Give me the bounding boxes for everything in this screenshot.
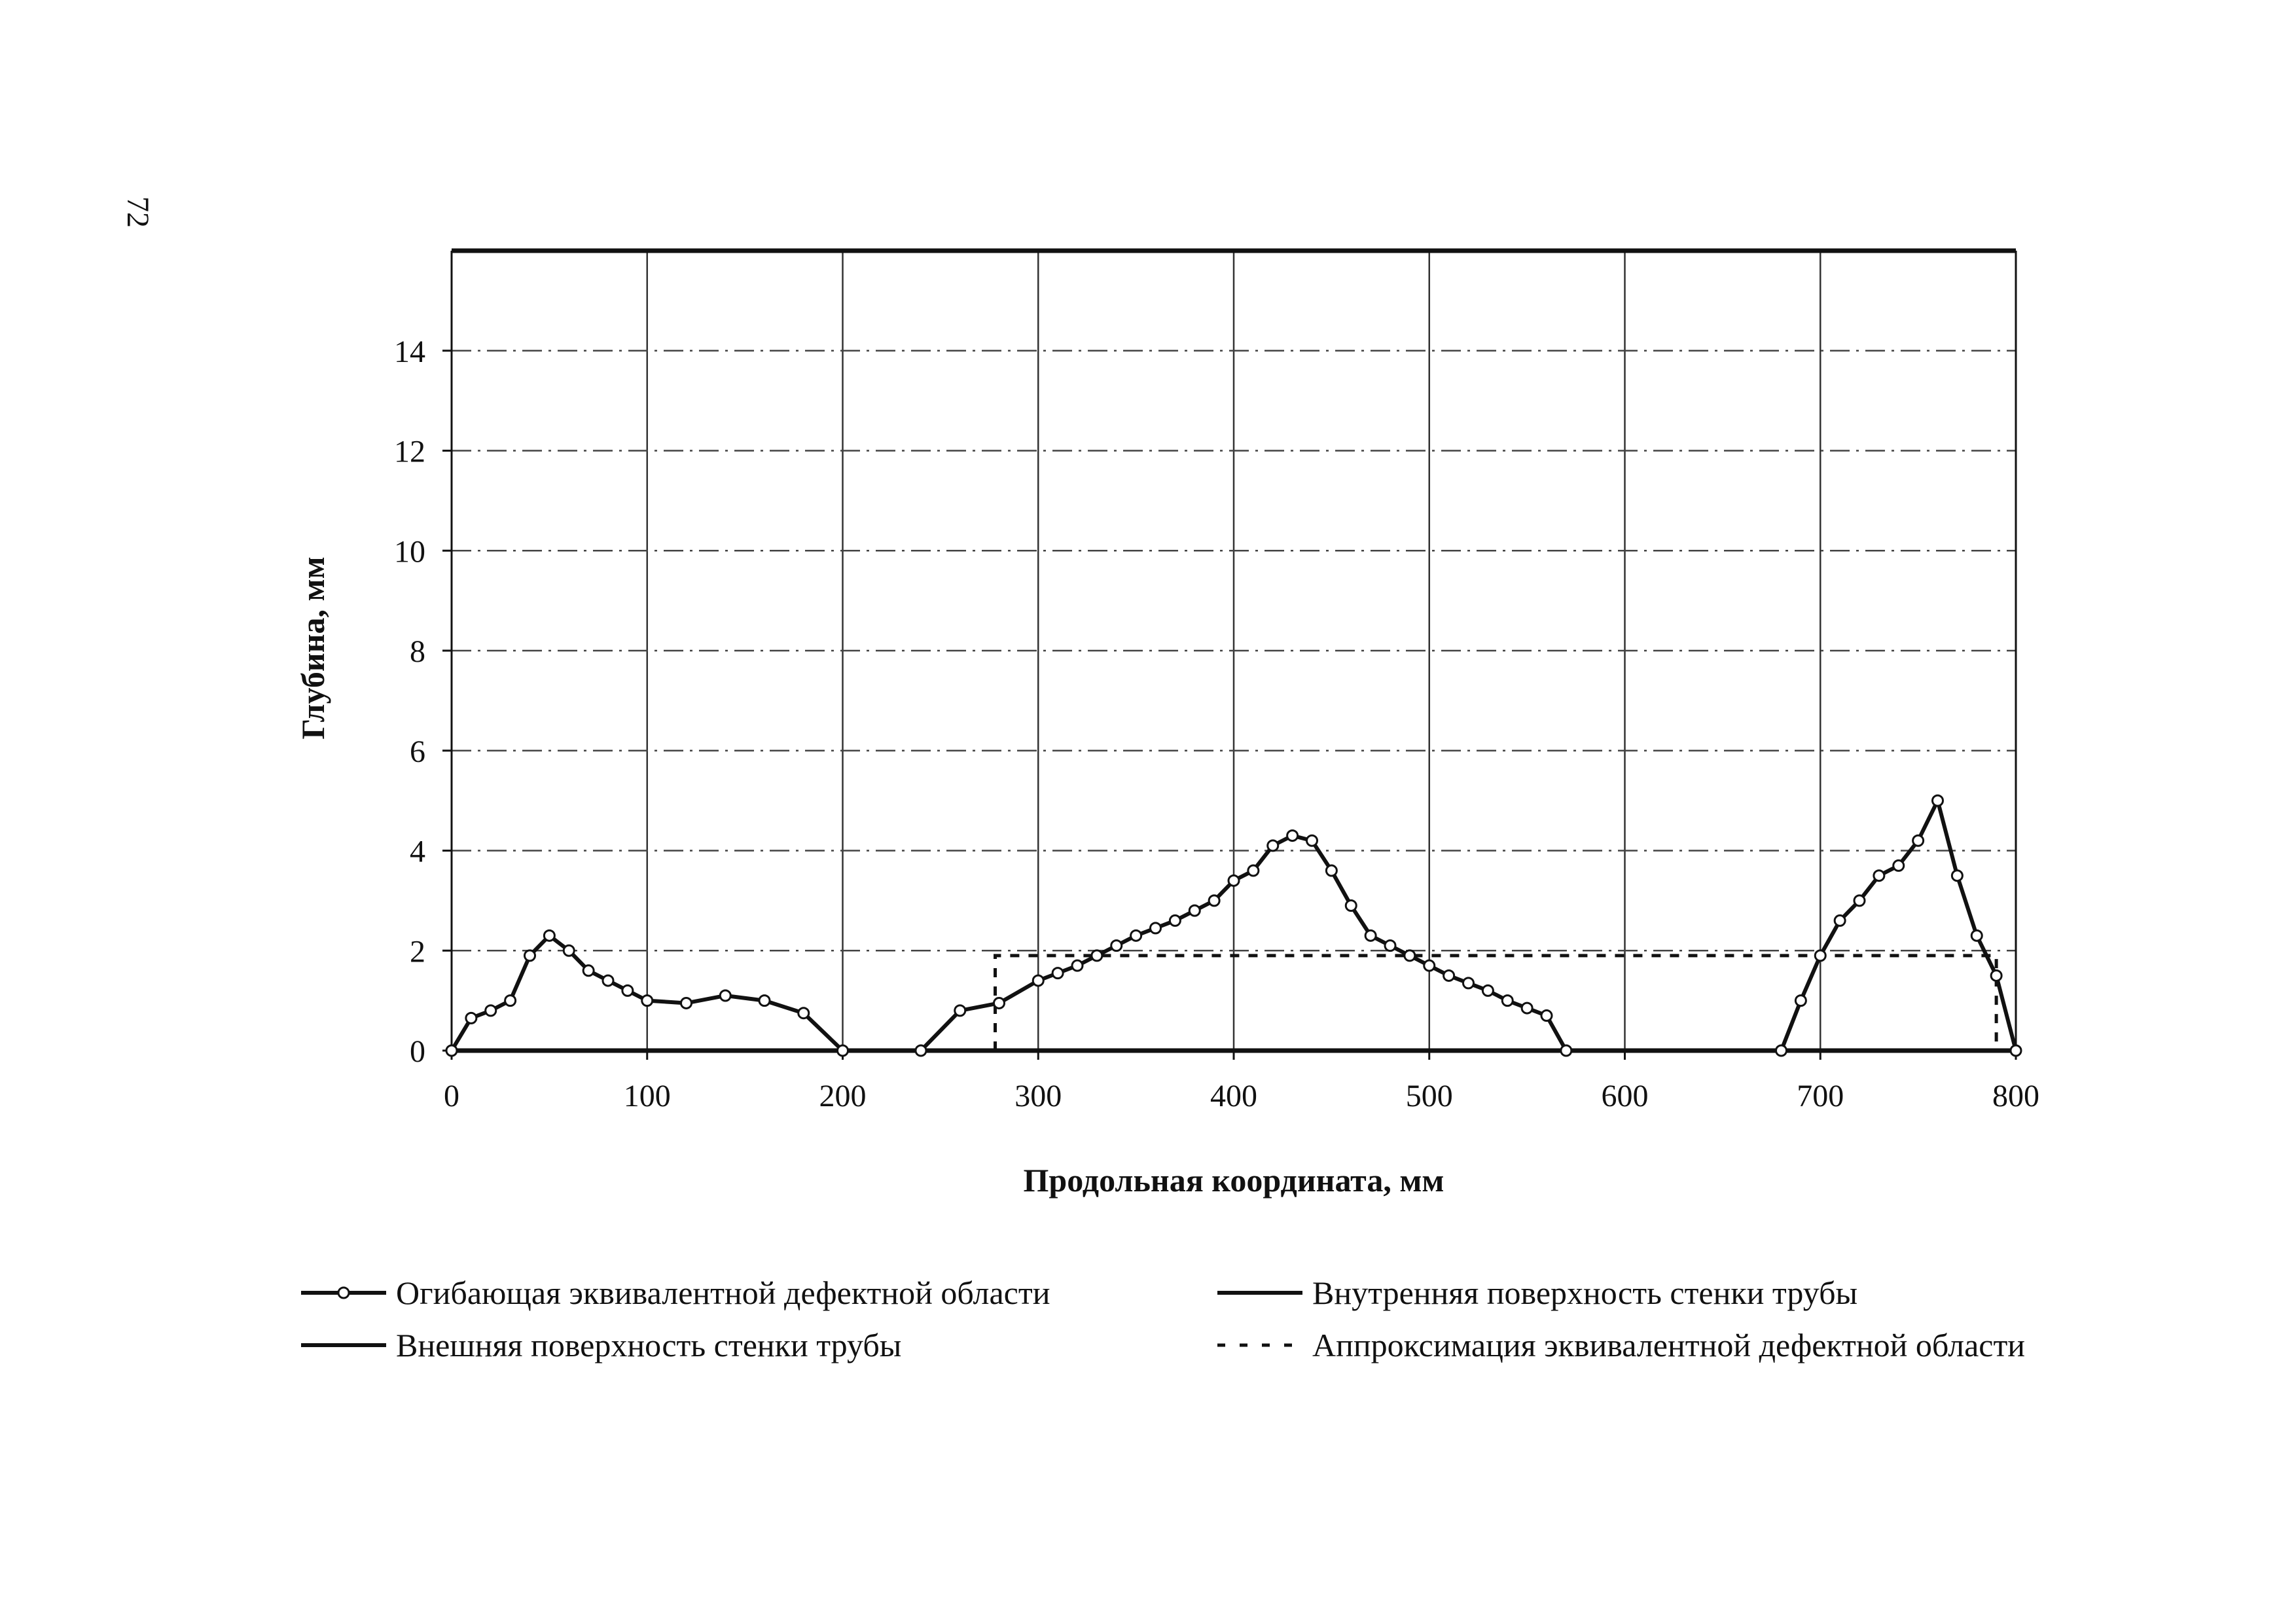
y-tick-label: 14: [394, 334, 425, 369]
envelope-point: [1814, 949, 1827, 962]
envelope-point: [1520, 1001, 1534, 1015]
envelope-point: [621, 984, 634, 997]
envelope-point: [1990, 969, 2003, 982]
envelope-point: [1540, 1009, 1553, 1022]
envelope-point: [1403, 949, 1416, 962]
x-tick-label: 400: [1210, 1079, 1257, 1113]
envelope-series-line: [450, 933, 844, 1053]
envelope-point: [1051, 967, 1064, 980]
x-tick-label: 300: [1014, 1079, 1062, 1113]
y-tick-label: 6: [410, 734, 425, 769]
envelope-point: [1873, 869, 1886, 882]
envelope-point: [1501, 994, 1514, 1007]
legend-label: Огибающая эквивалентной дефектной област…: [396, 1274, 1050, 1311]
envelope-point: [1286, 829, 1299, 842]
envelope-point: [1950, 869, 1964, 882]
envelope-point: [445, 1044, 458, 1057]
legend-label: Аппроксимация эквивалентной дефектной об…: [1312, 1327, 2025, 1363]
envelope-point: [1227, 874, 1240, 887]
tick-labels: 0 100 200 300 400 500 600 700 800 0 2 4 6 8 10 12 14: [394, 334, 2039, 1113]
envelope-point: [1423, 959, 1436, 972]
envelope-point: [1110, 939, 1123, 952]
envelope-point: [1481, 984, 1494, 997]
envelope-point: [1775, 1044, 1787, 1057]
envelope-point: [797, 1007, 810, 1020]
envelope-point: [1794, 994, 1807, 1007]
legend-marker-envelope: [337, 1286, 350, 1299]
envelope-point: [1462, 977, 1475, 990]
envelope-point: [484, 1004, 497, 1017]
y-tick-label: 12: [394, 435, 425, 469]
x-tick-label: 200: [819, 1079, 867, 1113]
y-tick-label: 2: [410, 934, 425, 969]
y-tick-label: 8: [410, 634, 425, 669]
envelope-point: [1188, 904, 1201, 917]
y-tick-label: 0: [410, 1034, 425, 1069]
envelope-point: [1325, 864, 1338, 877]
series-layer: [445, 248, 2022, 1057]
envelope-point: [1443, 969, 1456, 982]
legend: Огибающая эквивалентной дефектной област…: [301, 1274, 2025, 1363]
envelope-point: [562, 944, 575, 957]
envelope-point: [465, 1011, 478, 1024]
y-tick-label: 4: [410, 835, 425, 869]
envelope-point: [954, 1004, 967, 1017]
envelope-point: [993, 996, 1005, 1009]
envelope-point: [601, 974, 615, 987]
x-tick-label: 0: [444, 1079, 459, 1113]
x-tick-label: 100: [624, 1079, 671, 1113]
envelope-point: [1071, 959, 1084, 972]
envelope-point: [1247, 864, 1260, 877]
legend-label: Внутренняя поверхность стенки трубы: [1312, 1274, 1857, 1311]
envelope-point: [504, 994, 517, 1007]
envelope-point: [1892, 859, 1905, 872]
envelope-point: [719, 989, 732, 1002]
envelope-point: [1560, 1044, 1573, 1057]
envelope-point: [1168, 914, 1181, 927]
envelope-point: [1364, 929, 1377, 942]
envelope-series-line: [1779, 799, 2018, 1052]
envelope-point: [680, 996, 692, 1009]
envelope-point: [1833, 914, 1846, 927]
x-tick-label: 500: [1406, 1079, 1453, 1113]
envelope-point: [1344, 899, 1357, 912]
envelope-point: [1266, 839, 1280, 852]
approximation-series-line: [994, 954, 1998, 1051]
envelope-point: [1912, 834, 1925, 847]
envelope-point: [1306, 834, 1318, 847]
envelope-point: [1384, 939, 1397, 952]
envelope-point: [1149, 922, 1162, 935]
y-axis-title: Глубина, мм: [295, 556, 331, 739]
envelope-point: [641, 994, 654, 1007]
axes: [442, 251, 2017, 1060]
envelope-point: [524, 949, 536, 962]
x-tick-label: 800: [1992, 1079, 2039, 1113]
envelope-point: [2009, 1044, 2022, 1057]
legend-label: Внешняя поверхность стенки трубы: [396, 1327, 901, 1363]
envelope-point: [758, 994, 771, 1007]
y-tick-label: 10: [394, 534, 425, 569]
envelope-point: [1931, 794, 1944, 807]
x-tick-label: 600: [1602, 1079, 1649, 1113]
envelope-point: [1853, 894, 1866, 907]
envelope-point: [1970, 929, 1983, 942]
x-tick-label: 700: [1797, 1079, 1844, 1113]
envelope-point: [1208, 894, 1221, 907]
grid: [452, 251, 2016, 1051]
envelope-point: [1031, 974, 1045, 987]
envelope-point: [582, 964, 595, 977]
envelope-series-line: [919, 833, 1568, 1053]
envelope-point: [1090, 949, 1103, 962]
envelope-point: [836, 1044, 849, 1057]
x-axis-title: Продольная координата, мм: [1024, 1162, 1444, 1199]
envelope-point: [914, 1044, 927, 1057]
envelope-point: [1130, 929, 1143, 942]
envelope-point: [543, 929, 556, 942]
